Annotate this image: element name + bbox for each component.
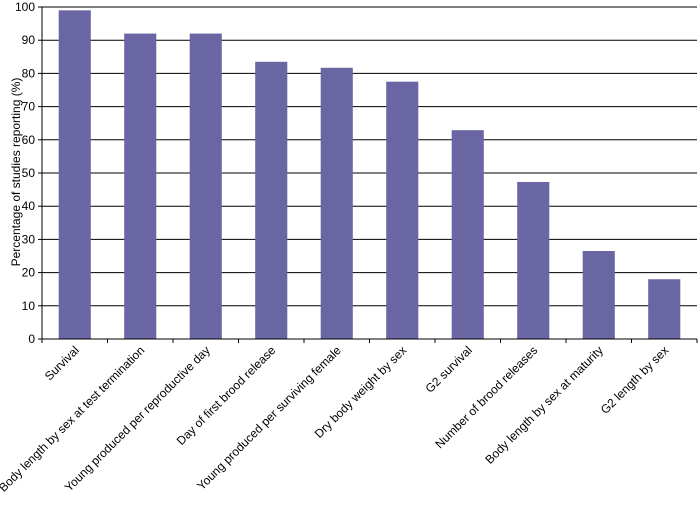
bar [386, 81, 419, 339]
bar [58, 10, 91, 339]
x-category-label: G2 length by sex [598, 343, 672, 417]
bars [58, 10, 681, 340]
bar [124, 33, 157, 340]
y-tick-label: 70 [22, 100, 36, 114]
bar [189, 33, 222, 340]
y-axis-title: Percentage of studies reporting (%) [9, 78, 23, 267]
bar [451, 130, 484, 339]
x-category-label: Body length by sex at maturity [482, 343, 606, 467]
y-tick-label: 80 [22, 66, 36, 80]
x-category-label: Young produced per surviving female [194, 343, 344, 493]
x-category-label: Young produced per reproductive day [62, 343, 213, 494]
y-tick-label: 90 [22, 33, 36, 47]
y-tick-label: 60 [22, 133, 36, 147]
x-category-label: G2 survival [423, 343, 475, 395]
y-tick-label: 100 [15, 0, 35, 14]
y-tick-label: 20 [22, 266, 36, 280]
y-tick-label: 40 [22, 199, 36, 213]
bar [648, 279, 681, 339]
bar [320, 67, 353, 340]
bar [517, 181, 550, 339]
bar [582, 251, 615, 339]
y-tick-label: 10 [22, 299, 36, 313]
y-tick-labels: 0 10 20 30 40 50 60 70 80 90 100 [15, 0, 42, 346]
y-tick-label: 50 [22, 166, 36, 180]
y-tick-label: 30 [22, 232, 36, 246]
y-tick-label: 0 [28, 332, 35, 346]
x-category-label: Survival [42, 343, 82, 383]
bar [255, 61, 288, 339]
